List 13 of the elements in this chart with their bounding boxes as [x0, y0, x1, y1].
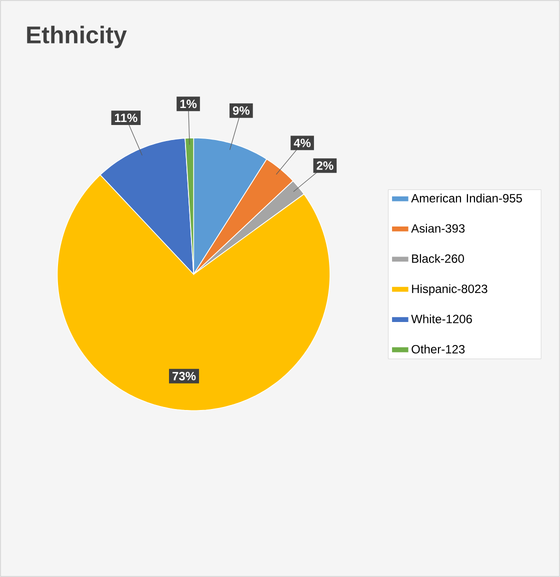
legend-label: Hispanic-8023 [412, 284, 488, 296]
chart-title: Ethnicity [27, 26, 127, 48]
data-label: 4% [294, 138, 311, 148]
legend-label: Asian-393 [411, 224, 465, 233]
data-label: 11% [115, 114, 138, 122]
legend-label: White-1206 [411, 314, 472, 324]
data-label: 9% [232, 106, 250, 115]
legend-label: Other-123 [412, 344, 465, 354]
data-label: 2% [316, 161, 334, 170]
legend-label: American Indian-955 [411, 194, 522, 202]
data-label: 1% [180, 100, 197, 108]
data-label: 73% [172, 372, 196, 380]
legend-label: Black-260 [412, 254, 464, 263]
